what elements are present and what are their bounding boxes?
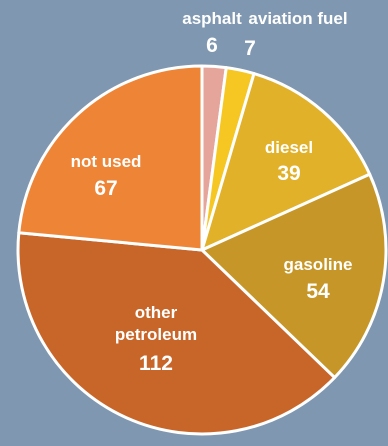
pie-slice-not-used xyxy=(17,64,204,252)
slice-label-not-used: not used xyxy=(71,152,142,171)
slice-value-asphalt: 6 xyxy=(206,34,218,57)
slice-label-asphalt: asphalt xyxy=(182,9,242,28)
labels-layer: asphalt 6 aviation fuel 7 diesel 39 gasoline 54… xyxy=(71,9,353,375)
slices-layer xyxy=(16,64,388,436)
pie-slice-other-petroleum xyxy=(16,231,337,436)
slice-label-other-petroleum: other petroleum xyxy=(115,303,197,344)
slice-label-gasoline: gasoline xyxy=(284,255,353,274)
slice-value-not-used: 67 xyxy=(94,177,117,200)
pie-slice-diesel xyxy=(200,72,372,252)
slice-value-gasoline: 54 xyxy=(306,280,330,303)
pie-slice-gasoline xyxy=(200,172,388,380)
slice-value-aviation-fuel: 7 xyxy=(244,37,256,60)
slice-value-diesel: 39 xyxy=(277,162,300,185)
slice-label-aviation-fuel: aviation fuel xyxy=(248,9,347,28)
slice-value-other-petroleum: 112 xyxy=(139,352,173,375)
slice-label-diesel: diesel xyxy=(265,138,313,157)
